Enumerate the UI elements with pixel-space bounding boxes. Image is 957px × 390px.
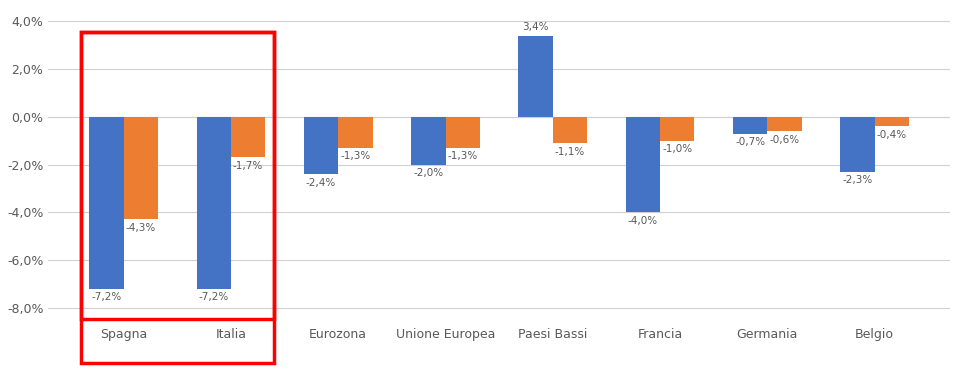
Text: -2,4%: -2,4% [306, 178, 336, 188]
Text: -1,1%: -1,1% [555, 147, 585, 157]
Text: -1,7%: -1,7% [233, 161, 263, 171]
Bar [733, 117, 768, 133]
Bar [231, 117, 265, 158]
Text: -1,3%: -1,3% [448, 151, 478, 161]
Text: -7,2%: -7,2% [91, 292, 122, 302]
Text: -1,3%: -1,3% [341, 151, 370, 161]
Text: -4,0%: -4,0% [628, 216, 658, 226]
Text: -0,7%: -0,7% [735, 137, 766, 147]
Bar [875, 117, 909, 126]
Text: 3,4%: 3,4% [523, 22, 549, 32]
Text: -0,6%: -0,6% [769, 135, 800, 145]
Bar [89, 117, 123, 289]
Bar [196, 117, 231, 289]
Bar [840, 117, 875, 172]
Text: -0,4%: -0,4% [877, 130, 907, 140]
Bar [446, 117, 479, 148]
Text: -4,3%: -4,3% [125, 223, 156, 233]
Bar [338, 117, 372, 148]
Bar [553, 117, 588, 143]
Bar [626, 117, 660, 212]
Text: -7,2%: -7,2% [199, 292, 229, 302]
Bar [768, 117, 802, 131]
Bar [660, 117, 695, 141]
Bar [123, 117, 158, 220]
Text: -2,0%: -2,0% [413, 168, 443, 178]
Text: -2,3%: -2,3% [842, 176, 873, 185]
Text: -1,0%: -1,0% [662, 144, 692, 154]
Bar [519, 35, 553, 117]
Bar [412, 117, 446, 165]
Bar [304, 117, 338, 174]
